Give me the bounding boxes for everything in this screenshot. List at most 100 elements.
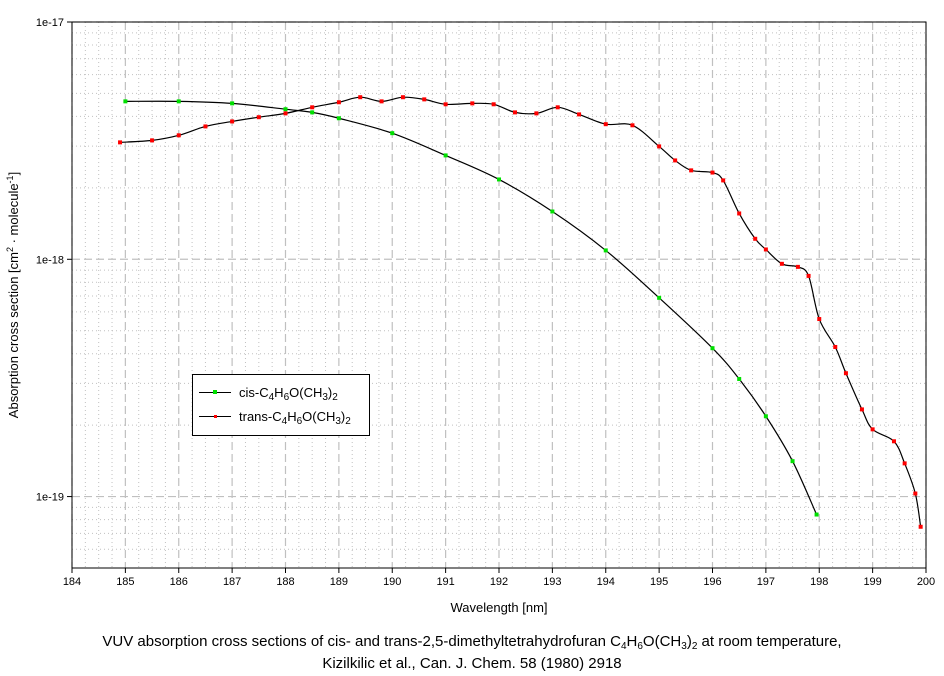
data-point xyxy=(737,211,742,216)
y-axis-label-part: Absorption cross section [cm xyxy=(6,252,21,418)
x-axis-label: Wavelength [nm] xyxy=(450,600,547,615)
data-point xyxy=(310,110,315,115)
legend: cis-C4H6O(CH3)2 trans-C4H6O(CH3)2 xyxy=(192,374,370,436)
data-point xyxy=(817,317,822,322)
data-point xyxy=(833,344,838,349)
data-point xyxy=(358,95,363,100)
data-point xyxy=(550,209,555,214)
y-axis-label-part: 2 xyxy=(5,247,15,252)
data-point xyxy=(176,99,181,104)
data-point xyxy=(737,376,742,381)
data-point xyxy=(753,236,758,241)
data-point xyxy=(806,273,811,278)
y-tick-label: 1e-18 xyxy=(36,254,64,266)
data-point xyxy=(443,102,448,107)
data-point xyxy=(176,133,181,138)
data-point xyxy=(390,131,395,136)
legend-label-cis: cis-C4H6O(CH3)2 xyxy=(239,384,338,403)
x-tick-label: 189 xyxy=(330,576,348,588)
caption-line-1: VUV absorption cross sections of cis- an… xyxy=(102,633,842,652)
legend-marker-trans xyxy=(214,414,217,418)
x-tick-label: 194 xyxy=(597,576,615,588)
y-axis-label-part: ] xyxy=(6,172,21,176)
data-point xyxy=(902,461,907,466)
x-tick-label: 188 xyxy=(276,576,294,588)
data-point xyxy=(491,102,496,107)
data-point xyxy=(630,123,635,128)
data-point xyxy=(859,407,864,412)
data-point xyxy=(814,512,819,517)
caption-line-2: Kizilkilic et al., Can. J. Chem. 58 (198… xyxy=(322,655,622,672)
x-tick-label: 198 xyxy=(810,576,828,588)
data-point xyxy=(843,371,848,376)
plot-frame xyxy=(71,21,927,569)
data-point xyxy=(283,107,288,112)
x-tick-label: 186 xyxy=(170,576,188,588)
data-point xyxy=(310,105,315,110)
data-point xyxy=(790,459,795,464)
data-point xyxy=(870,427,875,432)
data-point xyxy=(721,178,726,183)
x-tick-label: 200 xyxy=(917,576,935,588)
data-point xyxy=(918,524,923,529)
data-point xyxy=(230,119,235,124)
data-point xyxy=(795,264,800,269)
data-point xyxy=(534,111,539,116)
data-point xyxy=(230,101,235,106)
data-point xyxy=(336,116,341,121)
data-point xyxy=(577,112,582,117)
x-tick-label: 193 xyxy=(543,576,561,588)
data-point xyxy=(603,248,608,253)
series-line xyxy=(120,96,922,527)
data-point xyxy=(336,100,341,105)
data-point xyxy=(913,491,918,496)
series-cis xyxy=(123,99,819,517)
legend-marker-cis xyxy=(213,389,217,394)
x-tick-label: 190 xyxy=(383,576,401,588)
data-point xyxy=(422,97,427,102)
y-tick-label: 1e-19 xyxy=(36,492,64,504)
chart: 184 185 186 187 188 189 190 191 192 193 194 195 196 1… xyxy=(5,17,935,615)
data-point xyxy=(470,101,475,106)
data-point xyxy=(555,105,560,110)
data-point xyxy=(603,122,608,127)
series-group xyxy=(118,95,923,529)
x-tick-label: 192 xyxy=(490,576,508,588)
y-axis-label-part: · molecule xyxy=(6,183,21,247)
x-tick-label: 199 xyxy=(863,576,881,588)
x-tick-label: 187 xyxy=(223,576,241,588)
data-point xyxy=(379,99,384,104)
x-tick-label: 184 xyxy=(63,576,81,588)
x-tick-label: 185 xyxy=(116,576,134,588)
legend-item-cis: cis-C4H6O(CH3)2 xyxy=(199,383,338,403)
y-axis-label: Absorption cross section [cm2 · molecule… xyxy=(5,172,21,418)
data-point xyxy=(710,346,715,351)
data-point xyxy=(513,110,518,115)
data-point xyxy=(763,247,768,252)
grid xyxy=(71,21,927,569)
x-tick-label: 195 xyxy=(650,576,668,588)
data-point xyxy=(891,439,896,444)
data-point xyxy=(657,295,662,300)
data-point xyxy=(763,414,768,419)
data-point xyxy=(779,261,784,266)
series-trans xyxy=(118,95,923,529)
y-tick-label: 1e-17 xyxy=(36,17,64,29)
x-tick-label: 196 xyxy=(703,576,721,588)
x-tick-label: 197 xyxy=(757,576,775,588)
x-tick-label: 191 xyxy=(436,576,454,588)
y-axis-label-part: -1 xyxy=(5,175,15,183)
data-point xyxy=(400,95,405,100)
data-point xyxy=(256,115,261,120)
data-point xyxy=(673,158,678,163)
data-point xyxy=(689,168,694,173)
y-axis: 1e-17 1e-18 1e-19 xyxy=(36,17,72,504)
data-point xyxy=(203,124,208,129)
series-line xyxy=(125,100,818,515)
data-point xyxy=(443,153,448,158)
data-point xyxy=(657,144,662,149)
data-point xyxy=(150,138,155,143)
data-point xyxy=(710,170,715,175)
data-point xyxy=(118,140,123,145)
legend-label-trans: trans-C4H6O(CH3)2 xyxy=(239,408,351,427)
